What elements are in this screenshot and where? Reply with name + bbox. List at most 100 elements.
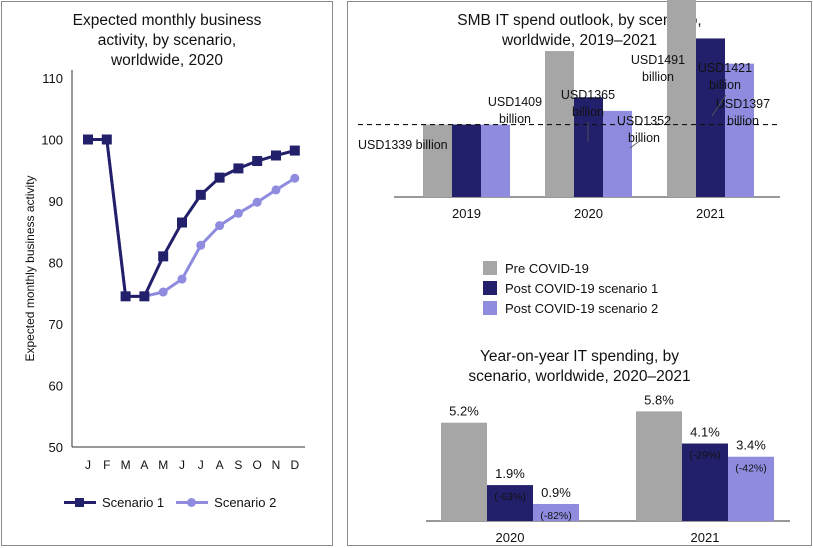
yoy-value-label: 5.8% [644,392,674,407]
yoy-bar-2021-s1 [636,411,682,521]
legend-item-post-covid-2: Post COVID-19 scenario 2 [483,298,658,318]
y-tick-label: 110 [42,71,63,86]
spend-bar-2021-s1 [667,0,696,198]
yoy-chart-title: Year-on-year IT spending, by scenario, w… [347,347,812,387]
data-point-scenario-2 [215,221,225,231]
spend-chart-title: SMB IT spend outlook, by scenario, world… [347,11,812,51]
spend-x-tick-label: 2019 [452,206,481,221]
legend-label-scenario-1: Scenario 1 [102,495,165,510]
data-point-scenario-2 [233,208,243,218]
legend-marker-scenario-2 [176,497,209,509]
left-title-line-2: activity, by scenario, [97,32,237,49]
yoy-bar-2021-s2 [682,443,728,521]
spend-x-tick-label: 2021 [696,206,725,221]
spend-label-2021-s2: USD1397 billion [716,97,770,128]
yoy-change-label: (-29%) [689,450,721,462]
data-point-scenario-2 [290,173,300,183]
legend-label-post-covid-1: Post COVID-19 scenario 1 [505,280,659,296]
data-point-scenario-1 [83,134,93,145]
left-title-line-3: worldwide, 2020 [110,52,223,69]
legend-item-pre-covid: Pre COVID-19 [483,258,658,278]
legend-item-scenario-2: Scenario 2 [176,495,276,510]
spend-bar-2019-s1 [423,124,452,197]
yoy-value-label: 5.2% [449,404,479,419]
left-chart-panel [1,1,333,546]
data-point-scenario-2 [177,274,187,284]
spend-x-tick-label: 2020 [574,206,603,221]
data-point-scenario-1 [271,150,281,161]
legend-label-scenario-2: Scenario 2 [214,495,277,510]
y-tick-label: 50 [49,440,63,455]
x-tick-label: M [121,458,131,472]
legend-swatch-post-covid-1 [483,281,497,295]
legend-marker-scenario-1 [64,497,96,509]
data-point-scenario-2 [196,240,206,250]
data-point-scenario-2 [252,197,262,207]
legend-label-pre-covid: Pre COVID-19 [505,260,589,276]
yoy-value-label: 3.4% [736,438,766,453]
x-tick-label: J [198,458,204,472]
spend-title-line-1: SMB IT spend outlook, by scenario, [457,12,702,29]
legend-item-scenario-1: Scenario 1 [64,495,164,510]
spend-bar-2019-s3 [481,124,510,197]
spend-bar-2021-s3 [725,63,754,198]
y-axis-label: Expected monthly business activity [23,175,37,361]
x-tick-label: M [158,458,168,472]
spend-label-2020-pre: USD1409 billion [488,95,542,126]
yoy-bar-2020-s2 [487,485,533,521]
yoy-x-tick-label: 2020 [496,530,525,545]
x-tick-label: F [103,458,110,472]
spend-leader-line [711,94,727,117]
data-point-scenario-1 [120,291,131,302]
data-point-scenario-2 [158,287,168,297]
spend-label-2021-s1: USD1421 billion [698,61,752,92]
yoy-change-label: (-63%) [494,491,526,503]
legend-label-post-covid-2: Post COVID-19 scenario 2 [505,300,659,316]
spend-label-2019: USD1339 billion [358,138,448,152]
yoy-value-label: 0.9% [541,485,571,500]
data-point-scenario-1 [195,189,206,200]
left-title-line-1: Expected monthly business [72,12,262,29]
yoy-bar-2020-s3 [533,503,579,521]
data-point-scenario-1 [233,163,244,174]
x-tick-label: J [179,458,185,472]
spend-label-2020-s2: USD1352 billion [617,114,671,145]
data-point-scenario-2 [271,185,281,195]
yoy-x-tick-label: 2021 [691,530,720,545]
bar-chart-legend: Pre COVID-19 Post COVID-19 scenario 1 Po… [483,258,658,318]
legend-swatch-post-covid-2 [483,301,497,315]
y-tick-label: 90 [49,194,63,209]
spend-label-2021-pre: USD1491 billion [631,53,685,84]
x-tick-label: N [272,458,281,472]
x-tick-label: D [290,458,299,472]
spend-label-2020-s1: USD1365 billion [561,88,615,119]
spend-bar-2020-s3 [603,110,632,197]
yoy-bar-2021-s3 [728,456,774,521]
y-tick-label: 60 [49,379,63,394]
data-point-scenario-1 [214,172,225,183]
data-point-scenario-1 [101,134,112,145]
y-tick-label: 80 [49,256,63,271]
spend-title-line-2: worldwide, 2019–2021 [501,32,658,49]
x-tick-label: S [234,458,242,472]
spend-bar-2020-s2 [574,97,603,197]
yoy-title-line-1: Year-on-year IT spending, by [479,348,680,365]
line-chart-legend: Scenario 1 Scenario 2 [64,495,288,510]
data-point-scenario-1 [289,145,300,156]
yoy-change-label: (-82%) [540,510,572,522]
data-point-scenario-1 [177,217,187,228]
data-point-scenario-1 [252,156,263,167]
yoy-bar-2020-s1 [441,422,487,521]
x-tick-label: A [216,458,224,472]
data-point-scenario-1 [158,251,169,262]
y-tick-label: 100 [41,133,63,148]
x-tick-label: J [85,458,91,472]
legend-item-post-covid-1: Post COVID-19 scenario 1 [483,278,658,298]
x-tick-label: O [253,458,262,472]
yoy-value-label: 1.9% [495,466,525,481]
left-chart-title: Expected monthly business activity, by s… [1,11,333,71]
x-tick-label: A [140,458,148,472]
spend-bar-2019-s2 [452,124,481,197]
